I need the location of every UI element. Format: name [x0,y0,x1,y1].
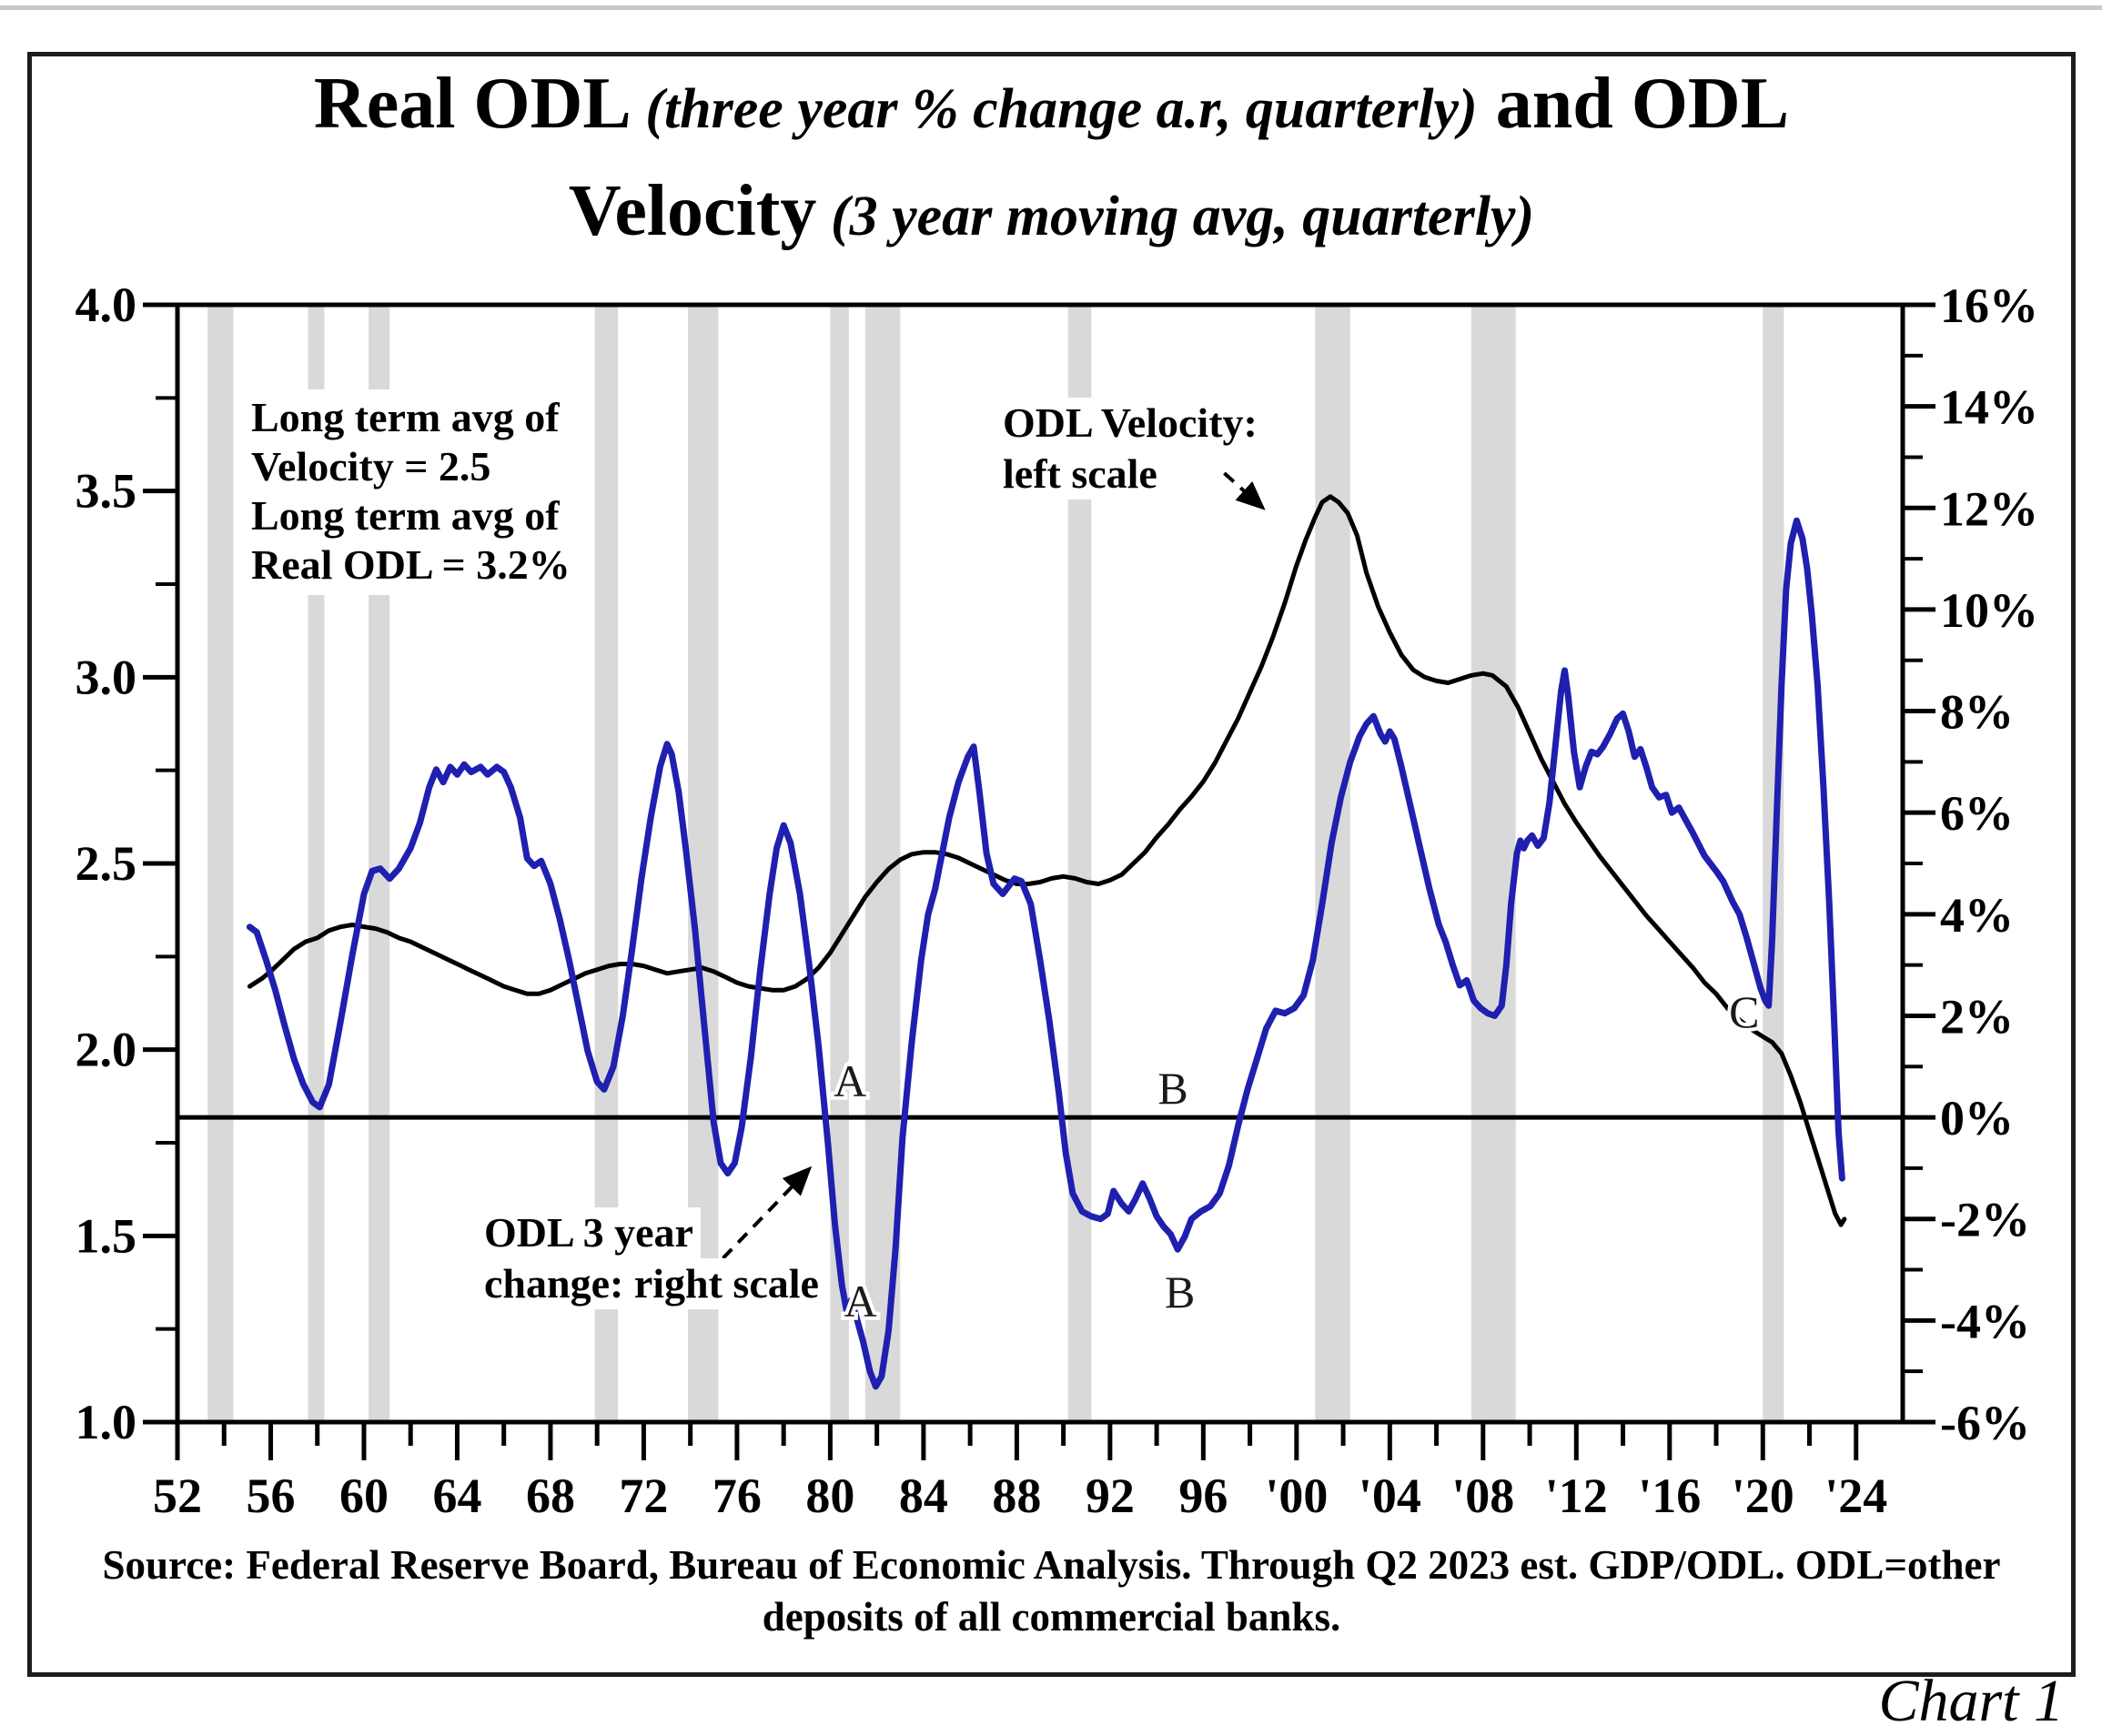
annotation-line: change: right scale [480,1258,826,1309]
x-axis-label: 52 [153,1469,202,1523]
x-axis-label: 60 [339,1469,389,1523]
x-axis-label: '08 [1451,1469,1514,1523]
title-main-2: and ODL [1495,64,1790,144]
recession-band [830,305,849,1422]
source-line-1: Source: Federal Reserve Board, Bureau of… [102,1542,2001,1588]
title-sub-2-sp [816,186,831,247]
x-axis-label: 88 [992,1469,1041,1523]
x-axis-label: 84 [899,1469,948,1523]
title-sub-1-text: (three year % change a.r, quarterly) [645,78,1478,140]
chart-title-line2: Velocity (3 year moving avg, quarterly) [27,167,2076,275]
page-top-rule [0,5,2102,10]
right-axis-label: 16% [1940,278,2038,333]
x-axis-label: 76 [712,1469,762,1523]
source-line-2: deposits of all commercial banks. [762,1594,1341,1640]
right-axis-label: 12% [1940,481,2038,536]
velocity-line [247,494,1847,1227]
x-axis-label: 72 [619,1469,668,1523]
annotation-line: Long term avg of [251,492,560,539]
letter-annotation-B: B [1165,1267,1195,1317]
right-axis-label: 2% [1940,989,2014,1044]
right-axis-label: 14% [1940,380,2038,435]
annotation-line: left scale [999,449,1165,500]
letter-annotation-C: C [1729,986,1759,1037]
x-axis-label: '24 [1824,1469,1887,1523]
annotation-line: Velocity = 2.5 [251,443,491,490]
x-axis-label: 96 [1178,1469,1228,1523]
recession-band [1471,305,1516,1422]
title-sub-1 [632,78,646,140]
right-axis-label: 6% [1940,786,2014,841]
letter-annotation-B: B [1157,1063,1187,1114]
chart-number-label: Chart 1 [1878,1668,2064,1734]
x-axis-label: '00 [1265,1469,1328,1523]
right-axis-label: -6% [1940,1396,2030,1450]
right-axis-label: 4% [1940,888,2014,943]
x-axis-label: 92 [1086,1469,1135,1523]
title-sub-2: (3 year moving avg, quarterly) [830,186,1535,247]
annotation-velocity-note: ODL Velocity: left scale [999,398,1265,500]
x-axis-label: '12 [1545,1469,1608,1523]
left-axis-label: 2.5 [76,836,137,891]
x-axis-label: 80 [805,1469,854,1523]
right-axis-label: 0% [1940,1091,2014,1146]
left-axis-label: 3.5 [76,464,137,519]
annotation-arrow [1223,471,1266,510]
annotation-line: ODL 3 year [480,1207,701,1258]
right-axis-label: 10% [1940,583,2038,638]
left-axis-label: 3.0 [76,650,137,704]
left-axis-label: 1.5 [76,1208,137,1263]
annotation-odl-note: ODL 3 year change: right scale [480,1207,826,1309]
annotation-line: Real ODL = 3.2% [251,541,571,588]
chart-title-line1: Real ODL (three year % change a.r, quart… [27,60,2076,167]
x-axis-label: '16 [1638,1469,1701,1523]
title-main-1: Real ODL [313,64,632,144]
title-main-3: Velocity [568,171,817,251]
right-axis-label: 8% [1940,685,2014,740]
letter-annotation-A: A [844,1276,877,1327]
letter-annotation-A: A [834,1055,866,1106]
x-axis-label: 56 [246,1469,295,1523]
annotation-line: ODL Velocity: [999,398,1265,449]
source-note: Source: Federal Reserve Board, Bureau of… [27,1539,2076,1643]
x-axis-label: '20 [1732,1469,1794,1523]
chart-title: Real ODL (three year % change a.r, quart… [27,60,2076,275]
left-axis-label: 1.0 [76,1395,137,1449]
annotation-long-term-avg: Long term avg of Velocity = 2.5 Long ter… [244,389,583,595]
left-axis-label: 4.0 [76,278,137,332]
left-axis-label: 2.0 [76,1023,137,1077]
x-axis-label: '04 [1359,1469,1421,1523]
right-axis-label: -4% [1940,1294,2030,1348]
recession-band [1315,305,1350,1422]
recession-band [207,305,234,1422]
odl-change-line [246,517,1845,1390]
annotation-line: Long term avg of [251,394,560,440]
right-axis-label: -2% [1940,1193,2030,1247]
x-axis-label: 64 [432,1469,481,1523]
x-axis-label: 68 [526,1469,575,1523]
title-main-2-sp [1478,64,1496,144]
